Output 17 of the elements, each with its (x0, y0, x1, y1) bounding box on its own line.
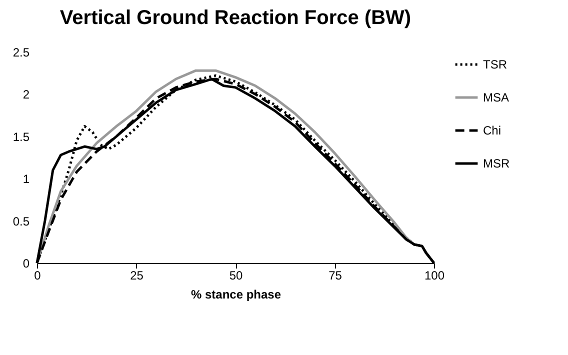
y-tick-label: 0 (22, 256, 30, 270)
chart-title: Vertical Ground Reaction Force (BW) (60, 7, 412, 29)
x-tick-label: 75 (328, 268, 342, 282)
y-tick-label: 1.5 (12, 130, 30, 144)
legend-label: TSR (483, 58, 508, 72)
y-tick-label: 0.5 (12, 214, 30, 228)
x-tick-label: 0 (34, 268, 42, 282)
x-tick-label: 25 (130, 268, 144, 282)
y-tick-label: 1 (22, 172, 30, 186)
legend-label: Chi (483, 124, 502, 138)
y-tick-label: 2 (22, 88, 30, 102)
x-tick-label: 100 (424, 268, 445, 282)
x-axis-title: % stance phase (190, 288, 282, 302)
x-tick-label: 50 (229, 268, 243, 282)
y-tick-label: 2.5 (12, 46, 30, 60)
legend-label: MSA (483, 90, 510, 104)
legend-label: MSR (483, 156, 510, 170)
